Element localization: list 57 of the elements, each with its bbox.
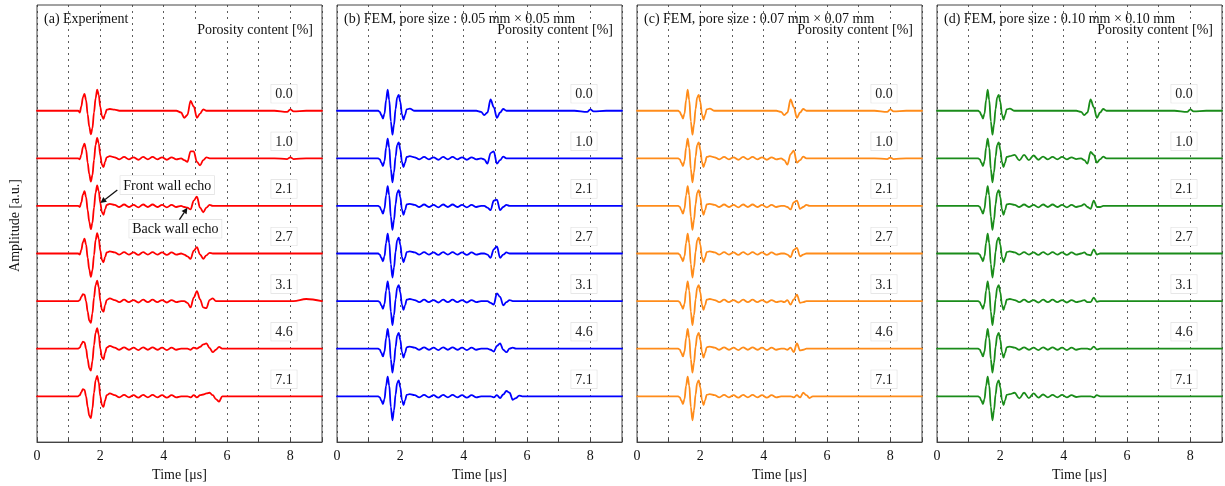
series-label: 2.1: [275, 181, 293, 197]
series-label: 2.1: [875, 181, 893, 197]
series-label: 7.1: [1175, 371, 1193, 387]
x-tick-label: 8: [886, 447, 894, 463]
x-tick-label: 8: [1186, 447, 1194, 463]
series-label: 2.7: [1175, 229, 1193, 245]
x-tick-label: 6: [823, 447, 831, 463]
series-label: 0.0: [275, 86, 293, 102]
series-label: 0.0: [875, 86, 893, 102]
x-tick-label: 0: [933, 447, 941, 463]
series-label: 1.0: [275, 133, 293, 149]
x-axis-title: Time [μs]: [1052, 466, 1107, 482]
series-label: 2.7: [575, 229, 593, 245]
x-tick-label: 2: [996, 447, 1004, 463]
x-tick-label: 0: [333, 447, 341, 463]
series-label: 0.0: [1175, 86, 1193, 102]
series-label: 3.1: [875, 276, 893, 292]
annotation: Back wall echo: [132, 221, 219, 237]
x-tick-label: 0: [33, 447, 41, 463]
x-tick-label: 4: [160, 447, 168, 463]
x-tick-label: 8: [286, 447, 294, 463]
series-label: 0.0: [575, 86, 593, 102]
series-label: 4.6: [575, 324, 593, 340]
legend-title: Porosity content [%]: [197, 21, 314, 37]
series-label: 2.7: [275, 229, 293, 245]
x-tick-label: 6: [223, 447, 231, 463]
x-tick-label: 2: [96, 447, 104, 463]
x-tick-label: 4: [1060, 447, 1068, 463]
series-label: 7.1: [275, 371, 293, 387]
series-label: 1.0: [575, 133, 593, 149]
x-tick-label: 0: [633, 447, 641, 463]
x-tick-label: 2: [696, 447, 704, 463]
chart-title: (a) Experiment: [44, 10, 129, 27]
x-tick-label: 4: [460, 447, 468, 463]
series-label: 3.1: [575, 276, 593, 292]
x-tick-label: 4: [760, 447, 768, 463]
x-tick-label: 8: [586, 447, 594, 463]
series-label: 1.0: [875, 133, 893, 149]
series-label: 4.6: [875, 324, 893, 340]
series-label: 4.6: [275, 324, 293, 340]
annotation: Front wall echo: [123, 177, 212, 193]
x-axis-title: Time [μs]: [152, 466, 207, 482]
x-tick-label: 6: [1123, 447, 1131, 463]
series-label: 7.1: [575, 371, 593, 387]
series-label: 3.1: [1175, 276, 1193, 292]
y-axis-title: Amplitude [a.u.]: [6, 179, 22, 272]
series-label: 1.0: [1175, 133, 1193, 149]
x-tick-label: 2: [396, 447, 404, 463]
series-label: 2.1: [1175, 181, 1193, 197]
x-axis-title: Time [μs]: [752, 466, 807, 482]
series-label: 2.7: [875, 229, 893, 245]
series-label: 3.1: [275, 276, 293, 292]
x-tick-label: 6: [523, 447, 531, 463]
series-label: 2.1: [575, 181, 593, 197]
series-label: 7.1: [875, 371, 893, 387]
series-label: 4.6: [1175, 324, 1193, 340]
x-axis-title: Time [μs]: [452, 466, 507, 482]
